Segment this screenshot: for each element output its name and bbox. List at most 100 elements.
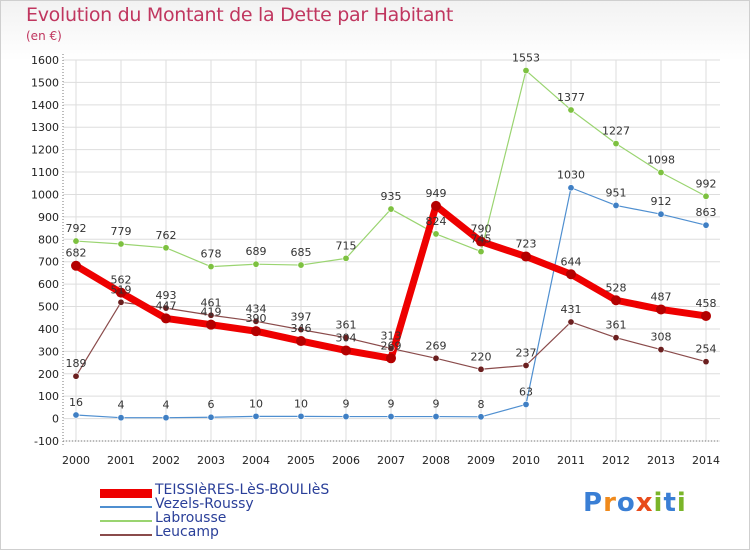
data-point bbox=[342, 334, 350, 342]
data-label: 269 bbox=[426, 339, 447, 352]
data-label: 63 bbox=[519, 385, 533, 398]
data-point bbox=[567, 184, 575, 192]
y-tick-label: 1400 bbox=[31, 99, 59, 112]
data-label: 304 bbox=[336, 331, 357, 344]
data-label: 912 bbox=[651, 195, 672, 208]
x-tick-label: 2010 bbox=[512, 454, 540, 467]
data-point bbox=[657, 210, 665, 218]
data-point bbox=[252, 260, 260, 268]
data-point bbox=[161, 313, 171, 324]
data-point bbox=[432, 354, 440, 362]
x-tick-label: 2005 bbox=[287, 454, 315, 467]
data-point bbox=[162, 414, 170, 422]
data-label: 189 bbox=[66, 357, 87, 370]
data-point bbox=[297, 412, 305, 420]
data-label: 269 bbox=[381, 339, 402, 352]
data-label: 992 bbox=[696, 177, 717, 190]
data-label: 220 bbox=[471, 350, 492, 363]
data-label: 685 bbox=[291, 246, 312, 259]
y-tick-label: 900 bbox=[38, 211, 59, 224]
data-label: 390 bbox=[246, 312, 267, 325]
data-point bbox=[116, 287, 126, 298]
data-label: 519 bbox=[111, 283, 132, 296]
data-label: 4 bbox=[118, 399, 125, 412]
y-tick-label: 700 bbox=[38, 256, 59, 269]
data-point bbox=[297, 261, 305, 269]
data-label: 1553 bbox=[512, 52, 540, 65]
data-point bbox=[522, 361, 530, 369]
data-point bbox=[432, 413, 440, 421]
legend-label: Leucamp bbox=[155, 524, 219, 540]
data-point bbox=[162, 244, 170, 252]
x-tick-label: 2009 bbox=[467, 454, 495, 467]
data-label: 762 bbox=[156, 229, 177, 242]
legend-swatch bbox=[100, 506, 152, 508]
data-label: 10 bbox=[249, 397, 263, 410]
x-tick-label: 2006 bbox=[332, 454, 360, 467]
data-point bbox=[522, 400, 530, 408]
data-label: 562 bbox=[111, 274, 132, 287]
data-label: 715 bbox=[336, 239, 357, 252]
data-point bbox=[117, 240, 125, 248]
data-label: 1227 bbox=[602, 125, 630, 138]
data-point bbox=[521, 251, 531, 262]
data-label: 723 bbox=[516, 238, 537, 251]
logo-letter: o bbox=[616, 488, 636, 518]
data-label: 493 bbox=[156, 289, 177, 302]
y-tick-label: 200 bbox=[38, 368, 59, 381]
y-tick-label: 400 bbox=[38, 323, 59, 336]
data-label: 313 bbox=[381, 329, 402, 342]
data-point bbox=[612, 140, 620, 148]
data-label: 1377 bbox=[557, 91, 585, 104]
data-point bbox=[432, 230, 440, 238]
data-point bbox=[72, 372, 80, 380]
data-point bbox=[342, 254, 350, 262]
x-tick-label: 2008 bbox=[422, 454, 450, 467]
data-label: 935 bbox=[381, 190, 402, 203]
data-point bbox=[431, 200, 441, 211]
legend-label: TEISSIèRES-LèS-BOULIèS bbox=[155, 482, 330, 498]
data-point bbox=[117, 414, 125, 422]
data-label: 487 bbox=[651, 290, 672, 303]
y-tick-label: 300 bbox=[38, 345, 59, 358]
y-tick-label: 1100 bbox=[31, 166, 59, 179]
logo-letter: r bbox=[603, 488, 617, 518]
x-tick-label: 2002 bbox=[152, 454, 180, 467]
data-label: 458 bbox=[696, 297, 717, 310]
data-label: 790 bbox=[471, 223, 492, 236]
logo-letter: i bbox=[653, 488, 664, 518]
data-point bbox=[162, 304, 170, 312]
data-label: 346 bbox=[291, 322, 312, 335]
legend-label: Labrousse bbox=[155, 510, 227, 526]
data-label: 447 bbox=[156, 299, 177, 312]
data-point bbox=[207, 413, 215, 421]
data-label: 779 bbox=[111, 225, 132, 238]
data-point bbox=[612, 201, 620, 209]
data-label: 528 bbox=[606, 281, 627, 294]
data-point bbox=[567, 106, 575, 114]
data-label: 951 bbox=[606, 186, 627, 199]
y-tick-label: 1000 bbox=[31, 188, 59, 201]
x-tick-label: 2007 bbox=[377, 454, 405, 467]
legend-swatch bbox=[100, 489, 152, 498]
data-point bbox=[387, 205, 395, 213]
logo-letter: x bbox=[635, 488, 654, 518]
x-tick-label: 2014 bbox=[692, 454, 720, 467]
data-label: 689 bbox=[246, 245, 267, 258]
data-point bbox=[296, 336, 306, 347]
data-point bbox=[657, 169, 665, 177]
chart-unit-label: (en €) bbox=[26, 29, 62, 43]
legend-swatch bbox=[100, 520, 152, 522]
data-point bbox=[657, 346, 665, 354]
data-point bbox=[117, 298, 125, 306]
y-tick-label: 1300 bbox=[31, 121, 59, 134]
logo-letter: t bbox=[663, 488, 677, 518]
data-label: 4 bbox=[163, 399, 170, 412]
data-label: 1098 bbox=[647, 154, 675, 167]
data-point bbox=[522, 67, 530, 75]
data-label: 863 bbox=[696, 206, 717, 219]
y-tick-label: 1500 bbox=[31, 76, 59, 89]
y-tick-label: 600 bbox=[38, 278, 59, 291]
data-point bbox=[72, 411, 80, 419]
